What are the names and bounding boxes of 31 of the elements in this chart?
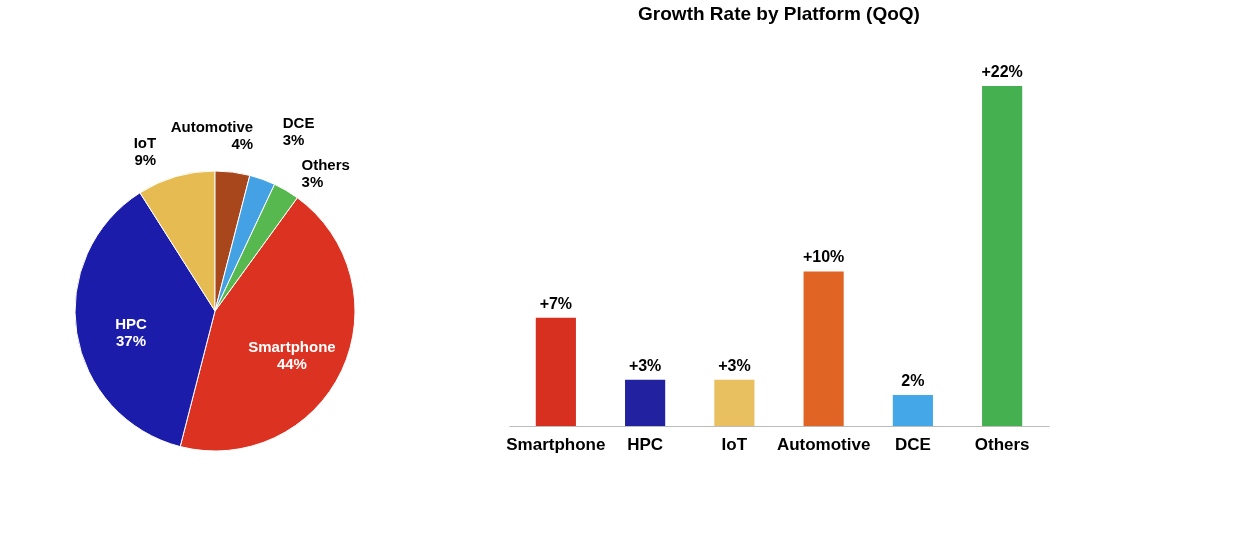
data-label: 44% — [276, 355, 307, 373]
bar — [892, 395, 933, 426]
data-label: +7% — [539, 294, 573, 312]
bar — [803, 271, 844, 426]
data-label: 3% — [282, 130, 305, 148]
bar — [625, 379, 666, 426]
x-tick-label: IoT — [721, 434, 748, 454]
bar — [535, 317, 576, 426]
chart-title: Growth Rate by Platform (QoQ) — [638, 3, 920, 24]
slice-label: IoT — [133, 133, 157, 151]
data-label: 2% — [901, 372, 925, 390]
data-label: 3% — [301, 172, 324, 190]
data-label: +3% — [628, 356, 662, 374]
x-tick-label: HPC — [627, 434, 664, 454]
slice-label: Automotive — [170, 118, 254, 136]
slice-label: Others — [301, 155, 350, 173]
slice-label: DCE — [282, 113, 315, 131]
data-label: +3% — [718, 356, 751, 374]
data-label: +22% — [981, 63, 1023, 80]
data-label: 37% — [116, 332, 147, 350]
data-label: +10% — [802, 248, 845, 266]
x-tick-label: Automotive — [776, 434, 871, 454]
x-tick-label: Others — [974, 434, 1030, 454]
bar — [982, 86, 1023, 426]
slice-label: Smartphone — [248, 338, 336, 356]
data-label: 4% — [231, 135, 254, 153]
x-tick-label: DCE — [894, 434, 931, 454]
bar — [714, 379, 755, 426]
x-tick-label: Smartphone — [506, 434, 606, 454]
slice-label: HPC — [115, 315, 148, 333]
data-label: 9% — [134, 150, 157, 168]
